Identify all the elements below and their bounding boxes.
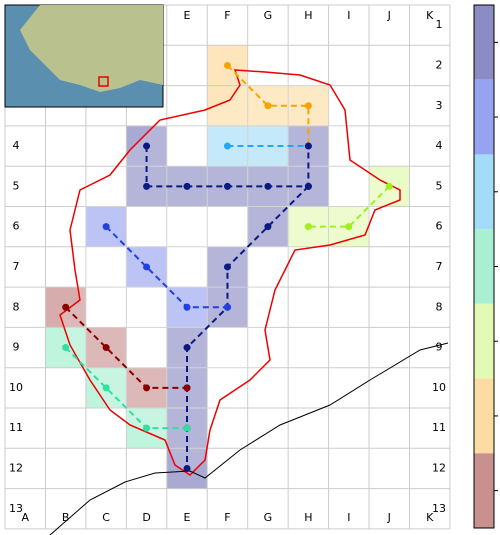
row-label-right: 2 (436, 58, 443, 71)
row-label-right: 6 (436, 220, 443, 233)
route-node (183, 464, 191, 472)
route-node (223, 142, 231, 150)
row-label-right: 3 (436, 99, 443, 112)
column-label-top: K (426, 9, 434, 22)
colorbar-segment (474, 79, 494, 155)
route-node (102, 384, 110, 392)
route-node (183, 344, 191, 352)
column-label-top: J (387, 9, 391, 22)
route-node (223, 303, 231, 311)
row-label-right: 12 (432, 461, 446, 474)
row-label-left: 13 (9, 502, 23, 515)
row-label-left: 11 (9, 421, 23, 434)
column-label-bottom: A (21, 511, 29, 524)
row-label-left: 5 (13, 179, 20, 192)
colorbar-segment (474, 453, 494, 528)
column-label-bottom: H (304, 511, 312, 524)
route-node (183, 182, 191, 190)
route-node (102, 223, 110, 231)
region-outline (59, 69, 401, 476)
coastline (49, 342, 449, 535)
route-node (183, 303, 191, 311)
route-node (304, 223, 312, 231)
route-node (223, 263, 231, 271)
row-label-right: 10 (432, 381, 446, 394)
route-node (223, 182, 231, 190)
row-label-right: 11 (432, 421, 446, 434)
column-label-bottom: G (264, 511, 273, 524)
route-line (64, 346, 188, 430)
route-node (304, 182, 312, 190)
row-label-right: 4 (436, 139, 443, 152)
route-node (345, 223, 353, 231)
colorbar: 1234567 (473, 4, 498, 529)
column-label-bottom: K (426, 511, 434, 524)
row-label-left: 6 (13, 220, 20, 233)
route-node (264, 182, 272, 190)
colorbar-segment (474, 5, 494, 80)
route-node (62, 344, 70, 352)
route-line (64, 306, 188, 389)
row-label-left: 7 (13, 260, 20, 273)
column-label-bottom: D (142, 511, 150, 524)
route-line (186, 185, 310, 469)
row-label-left: 10 (9, 381, 23, 394)
route-node (143, 384, 151, 392)
row-label-left: 8 (13, 300, 20, 313)
route-node (304, 142, 312, 150)
route-node (264, 223, 272, 231)
route-line (308, 185, 390, 228)
route-node (143, 263, 151, 271)
route-node (183, 424, 191, 432)
column-label-bottom: F (224, 511, 230, 524)
route-node (264, 102, 272, 110)
row-label-left: 4 (13, 139, 20, 152)
inset-map (4, 4, 164, 108)
colorbar-segment (474, 154, 494, 230)
column-label-top: E (184, 9, 191, 22)
inset-land (20, 5, 163, 92)
row-label-right: 5 (436, 179, 443, 192)
route-line (105, 225, 228, 309)
column-label-top: F (224, 9, 230, 22)
column-label-top: H (304, 9, 312, 22)
colorbar-frame (473, 4, 495, 529)
row-label-right: 8 (436, 300, 443, 313)
route-node (385, 182, 393, 190)
row-label-right: 13 (432, 502, 446, 515)
route-node (62, 303, 70, 311)
route-node (223, 61, 231, 69)
column-label-bottom: I (347, 511, 350, 524)
row-label-right: 7 (436, 260, 443, 273)
column-label-bottom: E (184, 511, 191, 524)
colorbar-segment (474, 303, 494, 379)
column-label-top: G (264, 9, 273, 22)
row-label-left: 12 (9, 461, 23, 474)
route-node (143, 182, 151, 190)
colorbar-segment (474, 378, 494, 454)
route-node (143, 424, 151, 432)
routes (62, 61, 393, 472)
route-node (102, 344, 110, 352)
route-node (143, 142, 151, 150)
column-label-bottom: J (387, 511, 391, 524)
row-label-right: 1 (436, 18, 443, 31)
column-label-bottom: C (102, 511, 110, 524)
colorbar-segment (474, 229, 494, 304)
route-node (304, 102, 312, 110)
route-node (183, 384, 191, 392)
column-label-top: I (347, 9, 350, 22)
inset-marker (98, 76, 109, 87)
column-label-bottom: B (62, 511, 70, 524)
row-label-right: 9 (436, 341, 443, 354)
row-label-left: 9 (13, 341, 20, 354)
